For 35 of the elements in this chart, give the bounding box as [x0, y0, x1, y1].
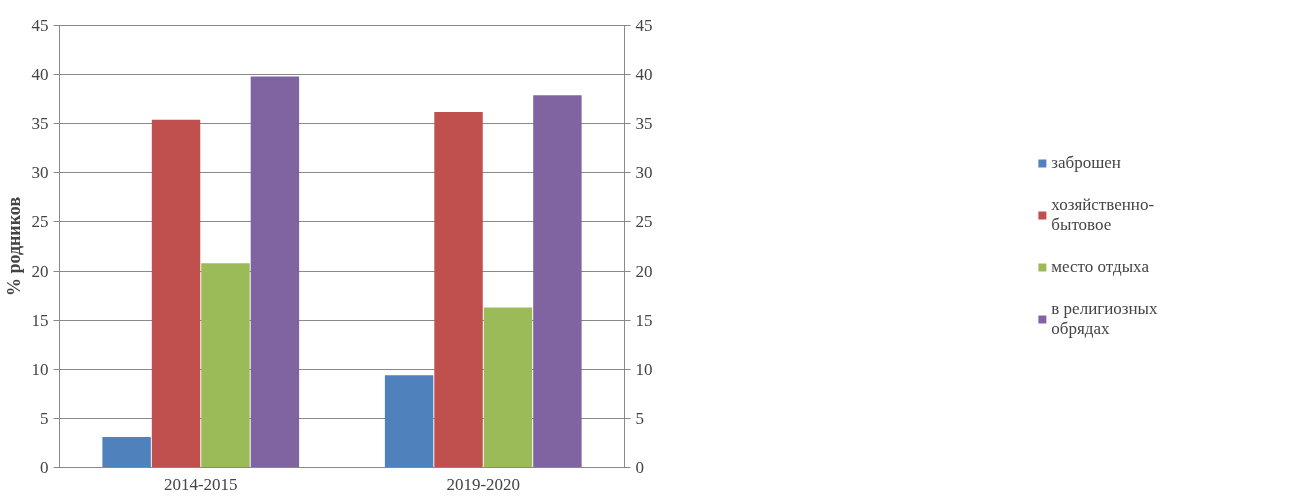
y-tick-label: 40	[31, 65, 49, 85]
y-tick-label: 25	[31, 212, 49, 232]
y2-tick-label: 20	[635, 261, 653, 281]
x-tick-label: 2014-2015	[163, 474, 238, 494]
legend-label: заброшен	[1051, 153, 1121, 173]
y2-tick-label: 10	[635, 359, 653, 379]
bar	[533, 95, 582, 468]
legend-label: в религиозных обрядах	[1051, 299, 1158, 339]
bar	[201, 263, 250, 468]
y-tick-label: 15	[31, 310, 49, 330]
y-tick-label: 10	[31, 359, 49, 379]
y2-tick-label: 35	[635, 114, 653, 134]
y2-tick-label: 40	[635, 65, 653, 85]
bar	[384, 375, 434, 468]
bar	[250, 76, 300, 468]
y-tick-label: 30	[31, 163, 49, 183]
bar	[483, 307, 533, 468]
y2-tick-label: 5	[635, 408, 644, 428]
y-tick-label: 35	[31, 114, 49, 134]
y2-tick-label: 30	[635, 163, 653, 183]
bar	[151, 119, 201, 468]
legend-label: место отдыха	[1051, 257, 1149, 277]
bar	[434, 111, 483, 468]
x-tick-label: 2019-2020	[446, 474, 521, 494]
y2-tick-label: 15	[635, 310, 653, 330]
y-axis-title: % родников	[3, 196, 24, 297]
y-tick-label: 5	[40, 408, 49, 428]
bar	[102, 437, 151, 468]
legend-label: хозяйственно-бытовое	[1051, 195, 1155, 235]
y2-tick-label: 0	[635, 458, 644, 477]
y2-tick-label: 25	[635, 212, 653, 232]
y-tick-label: 0	[40, 458, 49, 477]
y2-tick-label: 45	[635, 16, 653, 35]
y-tick-label: 45	[31, 16, 49, 35]
y-tick-label: 20	[31, 261, 49, 281]
